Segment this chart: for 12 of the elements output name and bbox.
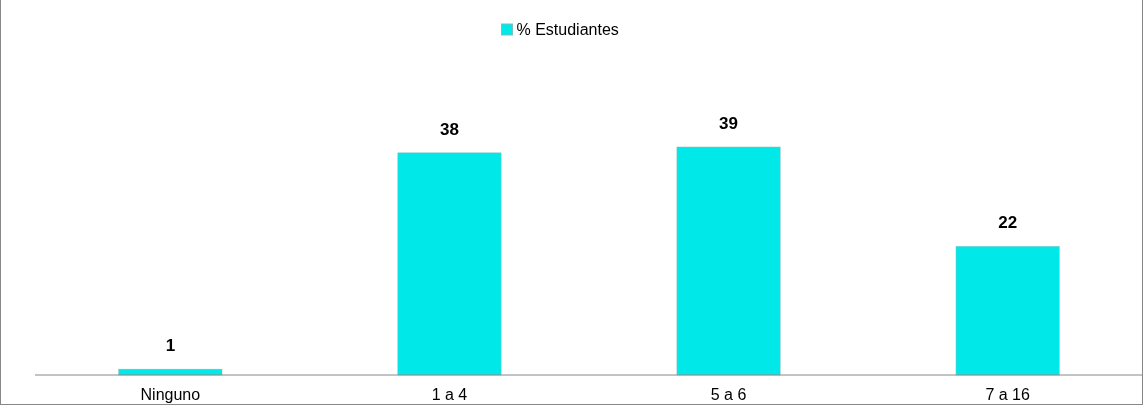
x-tick-label: 5 a 6 (710, 386, 747, 403)
data-label: 38 (439, 119, 459, 139)
bar (397, 152, 502, 376)
x-tick-label: 1 a 4 (431, 386, 468, 403)
legend-label: % Estudiantes (516, 21, 619, 38)
data-label: 39 (719, 114, 739, 133)
x-tick-label: 7 a 16 (985, 386, 1030, 403)
bar (955, 246, 1060, 376)
data-label: 1 (165, 336, 176, 356)
bar (676, 146, 781, 376)
x-tick-label: Ninguno (140, 386, 201, 403)
data-label: 22 (998, 213, 1018, 233)
